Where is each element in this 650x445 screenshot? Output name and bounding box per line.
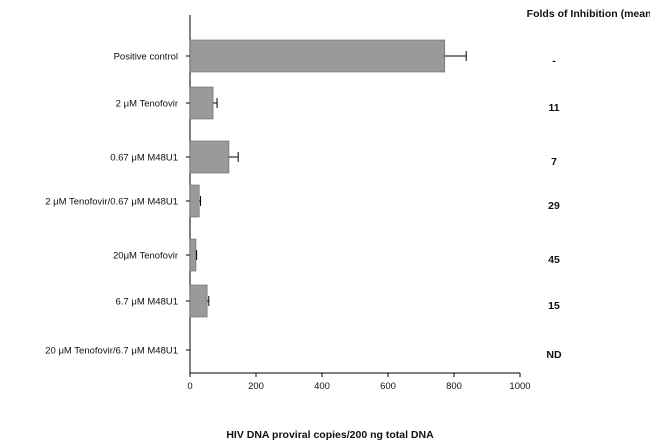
fold-value: 15 bbox=[548, 300, 560, 312]
bar bbox=[189, 284, 208, 318]
category-label: 2 μM Tenofovir bbox=[116, 99, 178, 110]
category-label: 20 μM Tenofovir/6.7 μM M48U1 bbox=[45, 346, 178, 357]
bar bbox=[189, 39, 446, 73]
x-tick-label: 800 bbox=[446, 381, 462, 392]
category-label: Positive control bbox=[114, 52, 178, 63]
x-axis-label: HIV DNA proviral copies/200 ng total DNA bbox=[226, 429, 434, 441]
fold-value: ND bbox=[546, 349, 562, 361]
chart-bars bbox=[189, 39, 467, 318]
bar bbox=[189, 86, 214, 120]
x-tick-label: 600 bbox=[380, 381, 396, 392]
chart-labels: Positive control - 2 μM Tenofovir 11 0.67 μM… bbox=[45, 52, 562, 362]
bar bbox=[189, 140, 230, 174]
x-tick-label: 0 bbox=[187, 381, 192, 392]
fold-value: 7 bbox=[551, 156, 557, 168]
bar bbox=[189, 184, 200, 218]
category-label: 20μM Tenofovir bbox=[113, 251, 178, 262]
category-label: 6.7 μM M48U1 bbox=[116, 297, 179, 308]
category-label: 2 μM Tenofovir/0.67 μM M48U1 bbox=[45, 197, 178, 208]
fold-value: 29 bbox=[548, 200, 560, 212]
folds-header: Folds of Inhibition (mean) bbox=[527, 8, 650, 20]
fold-value: - bbox=[552, 55, 556, 67]
bar bbox=[189, 238, 197, 272]
x-tick-label: 400 bbox=[314, 381, 330, 392]
x-tick-label: 200 bbox=[248, 381, 264, 392]
x-tick-label: 1000 bbox=[509, 381, 530, 392]
category-label: 0.67 μM M48U1 bbox=[110, 153, 178, 164]
fold-value: 11 bbox=[548, 102, 559, 114]
fold-value: 45 bbox=[548, 254, 560, 266]
